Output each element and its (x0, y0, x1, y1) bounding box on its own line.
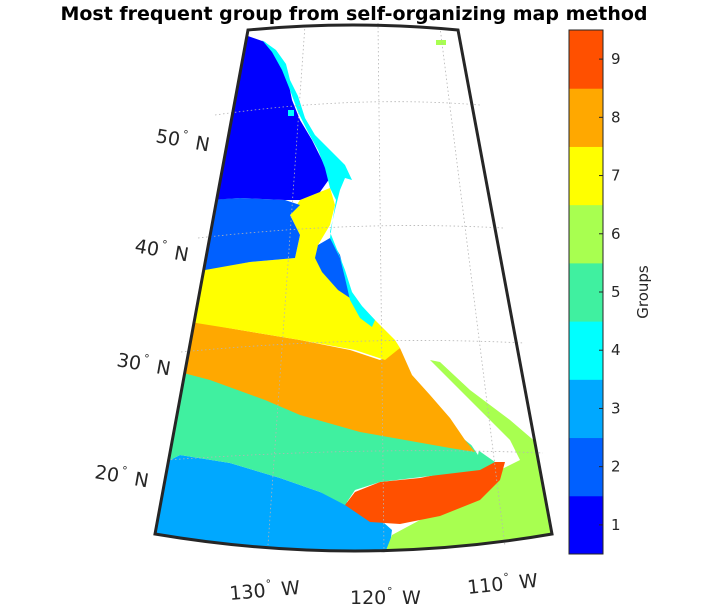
map-axes: 50 ° N 40 ° N 30 ° N 20 ° N 130 (93, 22, 554, 608)
lon-label-120-hem: W (402, 587, 421, 608)
lat-label-30-deg: ° (143, 352, 151, 366)
grid-meridian-130 (267, 24, 306, 546)
region-group-9 (345, 462, 505, 524)
colorbar: 1 2 3 4 5 6 7 8 9 Groups (568, 29, 652, 555)
lat-label-50: 50 ° N (154, 125, 212, 156)
colorbar-label: Groups (634, 265, 652, 319)
colorbar-tick-label: 8 (611, 108, 621, 126)
region-group-4-island (288, 110, 294, 116)
grid-parallel-20 (166, 450, 544, 461)
region-group-2-east (315, 238, 350, 298)
land-gap (440, 390, 480, 455)
colorbar-swatch-1 (569, 495, 603, 555)
colorbar-tick-label: 3 (611, 399, 621, 417)
lat-label-40: 40 ° N (133, 235, 191, 266)
lat-label-50-num: 50 (154, 125, 182, 151)
group-regions (155, 35, 552, 551)
region-group-6 (385, 360, 552, 551)
region-group-8 (172, 322, 475, 452)
lat-label-20-hem: N (133, 468, 151, 492)
colorbar-tick-label: 5 (611, 283, 621, 301)
lat-label-20: 20 ° N (93, 461, 151, 492)
lat-label-40-deg: ° (161, 238, 169, 252)
lon-label-120-num: 120 (350, 587, 386, 608)
colorbar-tick-label: 9 (611, 50, 621, 68)
region-group-7 (190, 188, 400, 360)
grid-parallel-30 (180, 340, 525, 353)
lon-label-120-deg: ° (387, 585, 393, 598)
colorbar-swatch-5 (569, 262, 603, 322)
map-frame (153, 23, 554, 553)
lat-label-40-hem: N (173, 242, 191, 266)
colorbar-ticks: 1 2 3 4 5 6 7 8 9 (599, 50, 621, 534)
lon-labels: 130 ° W 120 ° W 110 ° W (229, 570, 540, 608)
lat-label-20-num: 20 (93, 461, 121, 487)
lat-label-50-hem: N (194, 132, 212, 156)
colorbar-tick-label: 1 (611, 516, 621, 534)
gridlines (166, 22, 544, 554)
lon-label-120: 120 ° W (350, 585, 421, 608)
colorbar-tick-label: 7 (611, 167, 621, 185)
colorbar-tick-label: 6 (611, 225, 621, 243)
lon-label-110-deg: ° (503, 571, 510, 585)
colorbar-swatches (569, 30, 603, 555)
colorbar-swatch-8 (569, 88, 603, 147)
lat-label-50-deg: ° (182, 128, 190, 142)
lat-label-20-deg: ° (121, 464, 129, 478)
grid-parallel-40 (197, 225, 504, 239)
region-group-3 (155, 455, 392, 551)
lon-label-110-hem: W (518, 570, 539, 594)
lon-label-130-num: 130 (229, 580, 267, 605)
lon-label-130: 130 ° W (229, 577, 302, 605)
region-group-6-island (436, 40, 446, 45)
lon-label-110: 110 ° W (466, 570, 539, 599)
lon-label-110-num: 110 (466, 573, 504, 599)
colorbar-swatch-4 (569, 321, 603, 380)
lat-label-30-hem: N (155, 356, 173, 380)
colorbar-swatch-6 (569, 204, 603, 264)
lat-labels: 50 ° N 40 ° N 30 ° N 20 ° N (93, 125, 212, 492)
grid-meridian-120 (377, 22, 385, 554)
region-group-5 (155, 360, 495, 505)
colorbar-swatch-2 (569, 437, 603, 497)
lat-label-30: 30 ° N (115, 349, 173, 380)
lat-label-30-num: 30 (115, 349, 143, 375)
colorbar-swatch-7 (569, 146, 603, 206)
colorbar-tick-label: 4 (611, 341, 621, 359)
lon-label-130-deg: ° (265, 577, 272, 590)
colorbar-tick-label: 2 (611, 458, 621, 476)
lat-label-40-num: 40 (133, 235, 161, 261)
colorbar-swatch-9 (569, 30, 603, 89)
colorbar-swatch-3 (569, 379, 603, 439)
region-group-2 (205, 198, 300, 270)
lon-label-130-hem: W (280, 577, 301, 601)
chart-title: Most frequent group from self-organizing… (60, 3, 647, 25)
grid-parallel-50 (214, 101, 481, 116)
